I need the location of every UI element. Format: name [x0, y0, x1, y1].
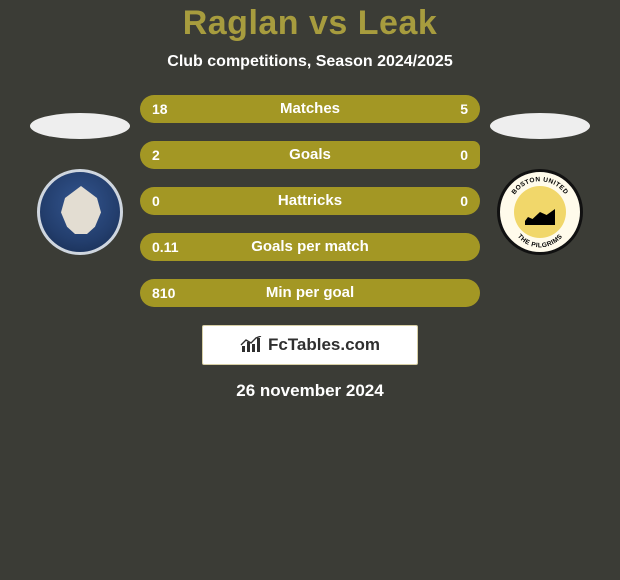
stat-value-left: 810 — [152, 279, 175, 307]
chart-icon — [240, 336, 262, 354]
stat-bar-wrap — [140, 141, 480, 169]
stats-bars: Matches185Goals20Hattricks00Goals per ma… — [140, 95, 480, 307]
stat-bar-left — [140, 233, 466, 261]
stat-value-left: 0.11 — [152, 233, 178, 261]
stat-row: Min per goal810 — [140, 279, 480, 307]
left-team-badge — [37, 169, 123, 255]
stat-bar-left — [140, 279, 466, 307]
stat-value-left: 2 — [152, 141, 160, 169]
right-player-silhouette — [490, 113, 590, 139]
stat-bar-right — [473, 141, 480, 169]
stat-value-left: 0 — [152, 187, 160, 215]
stat-bar-left — [140, 141, 473, 169]
page-root: Raglan vs Leak Club competitions, Season… — [0, 0, 620, 580]
stat-bar-wrap — [140, 187, 480, 215]
stat-bar-right — [466, 233, 480, 261]
page-subtitle: Club competitions, Season 2024/2025 — [167, 53, 452, 71]
badge-inner-icon — [514, 186, 566, 238]
stat-bar-wrap — [140, 95, 480, 123]
stat-bar-wrap — [140, 279, 480, 307]
brand-box: FcTables.com — [202, 325, 418, 365]
date-text: 26 november 2024 — [236, 381, 383, 401]
stat-bar-right — [310, 187, 480, 215]
stat-value-right: 0 — [460, 187, 468, 215]
stat-value-left: 18 — [152, 95, 168, 123]
stat-value-right: 5 — [460, 95, 468, 123]
stat-bar-right — [466, 279, 480, 307]
left-side-column — [30, 95, 130, 255]
stat-bar-wrap — [140, 233, 480, 261]
content-row: Matches185Goals20Hattricks00Goals per ma… — [0, 95, 620, 307]
left-player-silhouette — [30, 113, 130, 139]
stat-row: Hattricks00 — [140, 187, 480, 215]
brand-text: FcTables.com — [268, 335, 380, 355]
page-title: Raglan vs Leak — [183, 4, 438, 43]
right-team-badge: BOSTON UNITED THE PILGRIMS — [497, 169, 583, 255]
stat-row: Goals per match0.11 — [140, 233, 480, 261]
stat-row: Matches185 — [140, 95, 480, 123]
right-side-column: BOSTON UNITED THE PILGRIMS — [490, 95, 590, 255]
stat-value-right: 0 — [460, 141, 468, 169]
stat-row: Goals20 — [140, 141, 480, 169]
stat-bar-left — [140, 95, 398, 123]
stat-bar-left — [140, 187, 310, 215]
